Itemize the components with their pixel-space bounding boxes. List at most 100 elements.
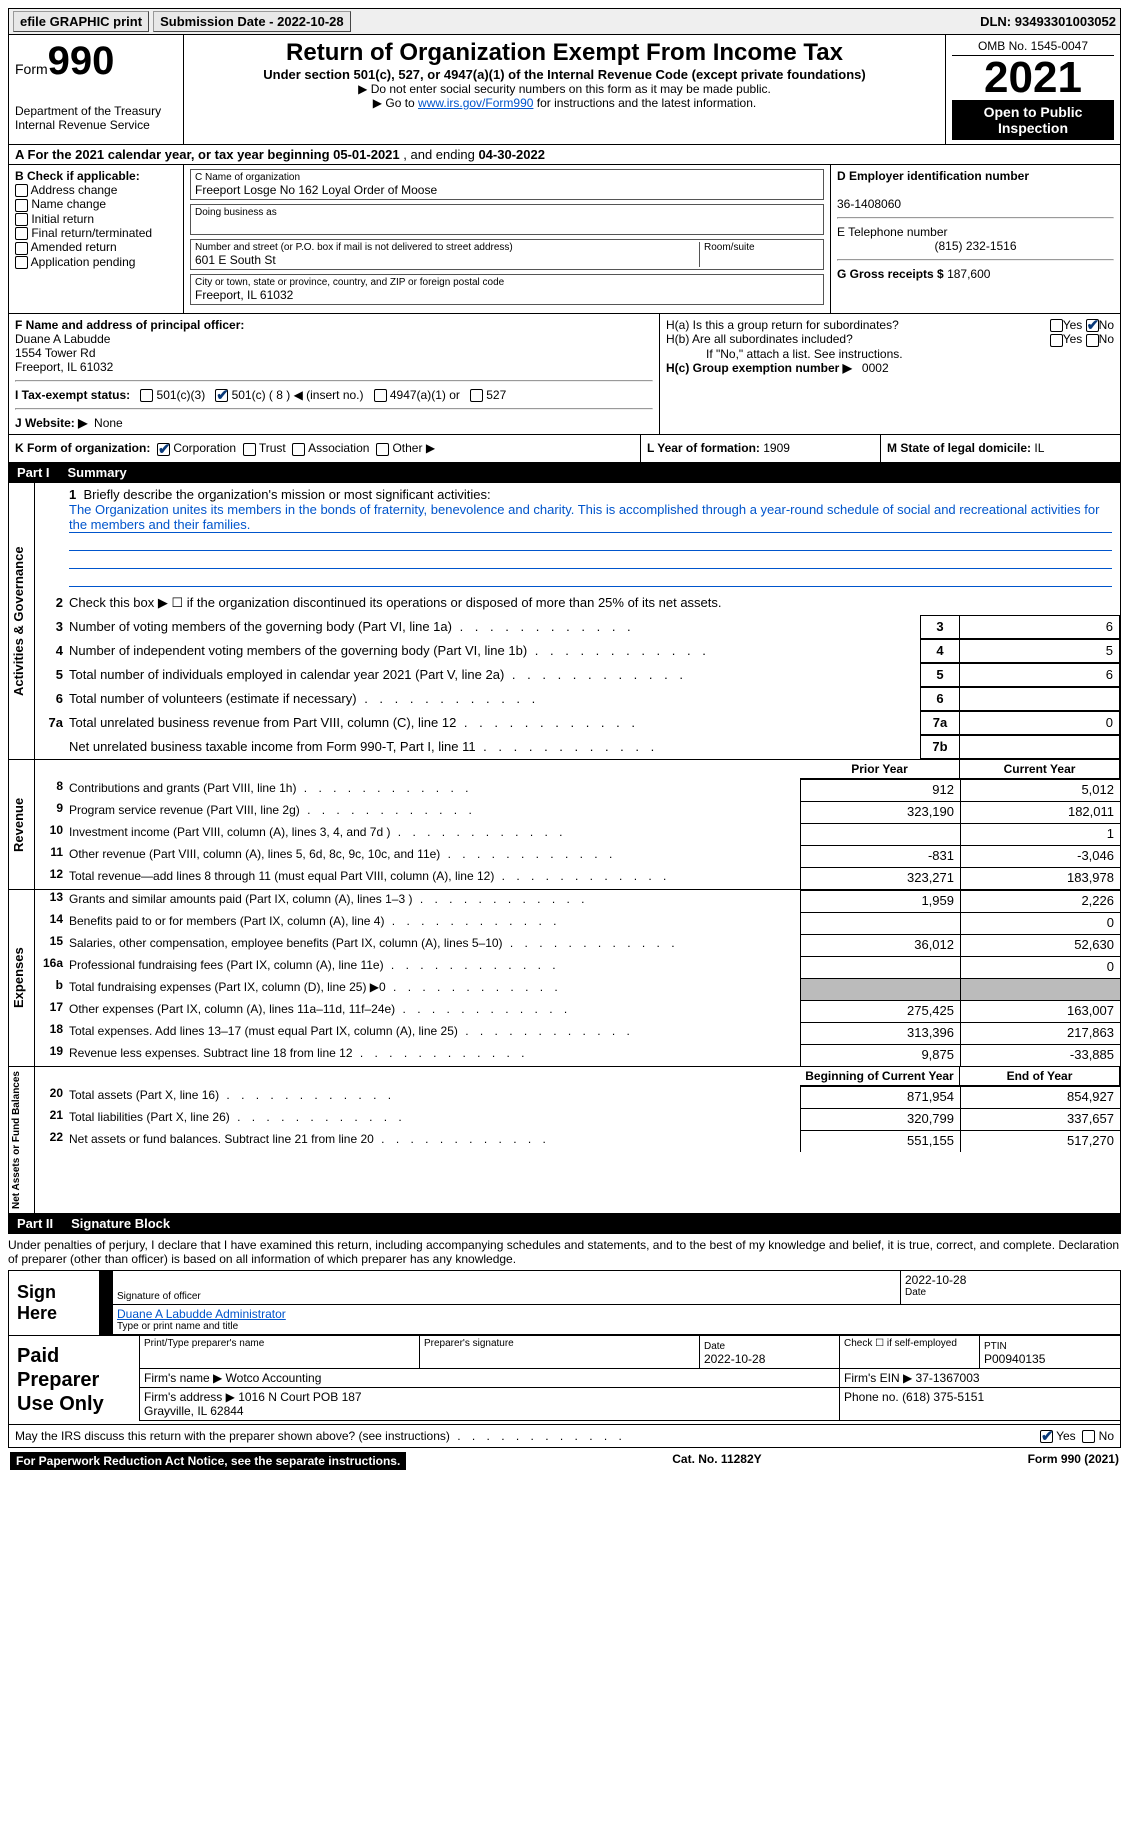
cb-label-2: Initial return <box>31 212 94 226</box>
hc-label: H(c) Group exemption number ▶ <box>666 361 852 375</box>
section-fhj: F Name and address of principal officer:… <box>8 314 1121 435</box>
revenue-section: Revenue Prior Year Current Year 8Contrib… <box>8 760 1121 890</box>
line-box-num: 5 <box>920 663 960 687</box>
cb-discuss-yes[interactable] <box>1040 1430 1053 1443</box>
mission-text: The Organization unites its members in t… <box>69 502 1112 533</box>
fin-row-15: 15Salaries, other compensation, employee… <box>35 934 1120 956</box>
fin-desc: Revenue less expenses. Subtract line 18 … <box>69 1044 800 1066</box>
prep-date: 2022-10-28 <box>704 1352 765 1366</box>
i-label: I Tax-exempt status: <box>15 388 130 402</box>
officer-name-title: Duane A Labudde Administrator <box>117 1307 1116 1321</box>
fin-desc: Program service revenue (Part VIII, line… <box>69 801 800 823</box>
head-prior: Prior Year <box>800 760 960 779</box>
firm-addr-label: Firm's address ▶ <box>144 1390 238 1404</box>
fin-prior: 871,954 <box>800 1086 960 1108</box>
discuss-row: May the IRS discuss this return with the… <box>8 1425 1121 1448</box>
vlabel-netassets: Net Assets or Fund Balances <box>9 1067 35 1213</box>
cb-501c[interactable] <box>215 389 228 402</box>
fin-desc: Other revenue (Part VIII, column (A), li… <box>69 845 800 867</box>
efile-button[interactable]: efile GRAPHIC print <box>13 11 149 32</box>
i-527: 527 <box>486 388 506 402</box>
instr-1: ▶ Do not enter social security numbers o… <box>190 82 939 96</box>
prep-sig-label: Preparer's signature <box>424 1338 695 1349</box>
cb-pending[interactable] <box>15 256 28 269</box>
col-d: D Employer identification number 36-1408… <box>830 165 1120 313</box>
fin-current: 854,927 <box>960 1086 1120 1108</box>
expenses-section: Expenses 13Grants and similar amounts pa… <box>8 890 1121 1067</box>
cb-other[interactable] <box>376 443 389 456</box>
l-value: 1909 <box>763 441 790 455</box>
fin-desc: Professional fundraising fees (Part IX, … <box>69 956 800 978</box>
cb-4947[interactable] <box>374 389 387 402</box>
top-bar: efile GRAPHIC print Submission Date - 20… <box>8 8 1121 35</box>
fin-current: 517,270 <box>960 1130 1120 1152</box>
k-label: K Form of organization: <box>15 441 150 455</box>
cb-address-change[interactable] <box>15 184 28 197</box>
hb-note: If "No," attach a list. See instructions… <box>666 347 1114 361</box>
prep-date-label: Date <box>704 1341 725 1352</box>
dln-block: DLN: 93493301003052 <box>980 14 1116 29</box>
summary-line-3: 3Number of voting members of the governi… <box>35 615 1120 639</box>
fin-current: 0 <box>960 912 1120 934</box>
fin-prior: 313,396 <box>800 1022 960 1044</box>
cb-name-change[interactable] <box>15 199 28 212</box>
cb-amended[interactable] <box>15 242 28 255</box>
cb-label-0: Address change <box>31 183 118 197</box>
cb-corp[interactable] <box>157 443 170 456</box>
fin-desc: Total fundraising expenses (Part IX, col… <box>69 978 800 1000</box>
header-right: OMB No. 1545-0047 2021 Open to Public In… <box>945 35 1120 144</box>
ptin-value: P00940135 <box>984 1352 1045 1366</box>
fin-row-11: 11Other revenue (Part VIII, column (A), … <box>35 845 1120 867</box>
fin-desc: Total revenue—add lines 8 through 11 (mu… <box>69 867 800 889</box>
prep-name-label: Print/Type preparer's name <box>144 1338 415 1349</box>
cb-trust[interactable] <box>243 443 256 456</box>
expenses-table: 13Grants and similar amounts paid (Part … <box>35 890 1120 1066</box>
row-a: A For the 2021 calendar year, or tax yea… <box>8 145 1121 165</box>
dept-treasury: Department of the Treasury Internal Reve… <box>15 104 177 132</box>
summary-line-5: 5Total number of individuals employed in… <box>35 663 1120 687</box>
cb-assoc[interactable] <box>292 443 305 456</box>
sig-row-2: Duane A Labudde Administrator Type or pr… <box>99 1305 1120 1335</box>
part2-title: Signature Block <box>71 1216 170 1231</box>
fin-row-b: bTotal fundraising expenses (Part IX, co… <box>35 978 1120 1000</box>
cb-hb-yes[interactable] <box>1050 334 1063 347</box>
fin-num: 9 <box>35 801 69 823</box>
dba-label: Doing business as <box>195 207 819 218</box>
part2-num: Part II <box>17 1216 53 1231</box>
cb-501c3[interactable] <box>140 389 153 402</box>
firm-name-label: Firm's name ▶ <box>144 1371 226 1385</box>
cb-label-4: Amended return <box>31 240 117 254</box>
cb-ha-yes[interactable] <box>1050 319 1063 332</box>
line-num: 5 <box>35 667 69 682</box>
j-label: J Website: ▶ <box>15 416 87 430</box>
part1-header: Part I Summary <box>8 463 1121 483</box>
cb-527[interactable] <box>470 389 483 402</box>
irs-link[interactable]: www.irs.gov/Form990 <box>418 96 533 110</box>
firm-ein-label: Firm's EIN ▶ <box>844 1371 916 1385</box>
line-box-val: 5 <box>960 639 1120 663</box>
cb-final-return[interactable] <box>15 227 28 240</box>
cb-initial-return[interactable] <box>15 213 28 226</box>
line-num: 4 <box>35 643 69 658</box>
submission-button[interactable]: Submission Date - 2022-10-28 <box>153 11 351 32</box>
fin-current: 0 <box>960 956 1120 978</box>
fin-num: 22 <box>35 1130 69 1152</box>
line-box-val: 0 <box>960 711 1120 735</box>
cb-ha-no[interactable] <box>1086 319 1099 332</box>
fin-current: 52,630 <box>960 934 1120 956</box>
cb-discuss-no[interactable] <box>1082 1430 1095 1443</box>
sig-officer-label: Signature of officer <box>117 1291 896 1302</box>
fin-num: 8 <box>35 779 69 801</box>
row-a-pre: A For the 2021 calendar year, or tax yea… <box>15 147 333 162</box>
row-k: K Form of organization: Corporation Trus… <box>8 435 1121 462</box>
c-label: C Name of organization <box>195 172 819 183</box>
fin-num: 18 <box>35 1022 69 1044</box>
cb-hb-no[interactable] <box>1086 334 1099 347</box>
instr-2: ▶ Go to www.irs.gov/Form990 for instruct… <box>190 96 939 110</box>
city-box: City or town, state or province, country… <box>190 274 824 305</box>
fin-desc: Grants and similar amounts paid (Part IX… <box>69 890 800 912</box>
ha-label: H(a) Is this a group return for subordin… <box>666 318 899 332</box>
fin-current: -33,885 <box>960 1044 1120 1066</box>
fin-num: 17 <box>35 1000 69 1022</box>
g-label: G Gross receipts $ <box>837 267 947 281</box>
